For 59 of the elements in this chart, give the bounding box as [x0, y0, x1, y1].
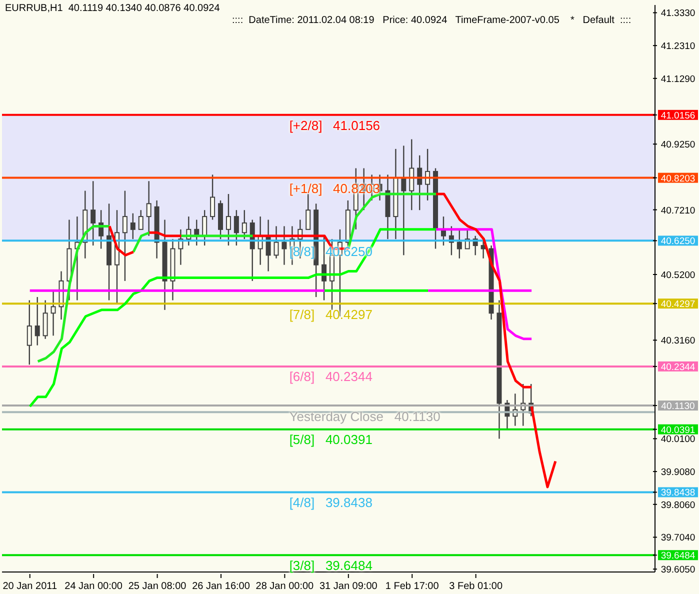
- ref-line-label: [+2/8] 41.0156: [289, 118, 380, 133]
- y-tick-label: 39.6484: [660, 550, 696, 562]
- y-tick-label: 39.8438: [660, 488, 696, 499]
- ref-line-label: [5/8] 40.0391: [289, 432, 372, 448]
- candlestick: [210, 174, 216, 220]
- candlestick: [282, 226, 287, 266]
- candlestick: [401, 145, 406, 256]
- y-tick-label: 40.9250: [660, 140, 696, 151]
- candlestick: [90, 180, 96, 246]
- candlestick: [234, 210, 239, 246]
- candlestick: [456, 228, 462, 259]
- y-tick-label: 40.3160: [660, 336, 696, 347]
- y-tick-label: 40.0391: [660, 424, 696, 436]
- candlestick: [138, 210, 144, 230]
- candlestick: [130, 212, 136, 240]
- y-tick-label: 39.8060: [660, 500, 696, 511]
- candlestick: [122, 190, 128, 282]
- x-tick-label: 20 Jan 2011: [2, 581, 58, 592]
- line-series: [28, 228, 438, 408]
- ref-line-label: [7/8] 40.4297: [289, 306, 372, 322]
- x-tick-label: 31 Jan 09:00: [319, 581, 378, 592]
- y-tick-label: 40.4297: [660, 299, 696, 310]
- y-tick-label: 39.6050: [660, 564, 696, 576]
- ref-line-label: [3/8] 39.6484: [289, 558, 372, 574]
- candlestick: [34, 296, 40, 346]
- candlestick: [409, 138, 414, 211]
- x-tick-label: 24 Jan 00:00: [64, 581, 123, 592]
- y-tick-label: 41.2310: [660, 41, 696, 52]
- y-tick-label: 40.8203: [660, 173, 696, 184]
- candlestick: [242, 210, 247, 240]
- y-tick-label: 40.0100: [660, 434, 696, 446]
- x-tick-label: 28 Jan 00:00: [256, 581, 314, 592]
- chart-title: EURRUB,H1 40.1119 40.1340 40.0876 40.0924: [5, 3, 220, 14]
- y-tick-label: 39.9080: [660, 467, 696, 478]
- ref-line-label: Yesterday Close 40.1130: [289, 408, 440, 424]
- y-tick-label: 41.1290: [660, 74, 696, 85]
- y-tick-label: 41.0156: [660, 110, 696, 122]
- annotation: :::: DateTime: 2011.02.04 08:19 Price: 40.0924 TimeFrame-2007-v0.05 * Default ::::: [232, 15, 632, 26]
- candlestick: [146, 180, 152, 236]
- candlestick: [226, 193, 231, 246]
- candlestick: [50, 290, 56, 336]
- y-tick-label: 40.1130: [661, 401, 695, 412]
- x-tick-label: 25 Jan 08:00: [128, 581, 187, 592]
- candlestick: [26, 300, 32, 366]
- x-tick-label: 1 Feb 17:00: [385, 581, 440, 592]
- y-tick-label: 40.5200: [660, 270, 696, 281]
- x-tick-label: 3 Feb 01:00: [449, 581, 503, 592]
- x-tick-label: 26 Jan 16:00: [192, 581, 250, 592]
- candlestick: [417, 154, 422, 211]
- y-tick-label: 40.2344: [660, 362, 696, 373]
- candlestick: [42, 300, 48, 340]
- y-tick-label: 40.6250: [660, 236, 696, 248]
- y-tick-label: 39.7040: [660, 532, 696, 544]
- candlestick: [274, 226, 279, 259]
- ref-line-label: [4/8] 39.8438: [289, 495, 372, 510]
- y-tick-label: 41.3330: [660, 8, 696, 20]
- candlestick: [202, 210, 208, 246]
- ref-line-label: [6/8] 40.2344: [289, 369, 372, 384]
- y-tick-label: 40.7210: [660, 205, 696, 216]
